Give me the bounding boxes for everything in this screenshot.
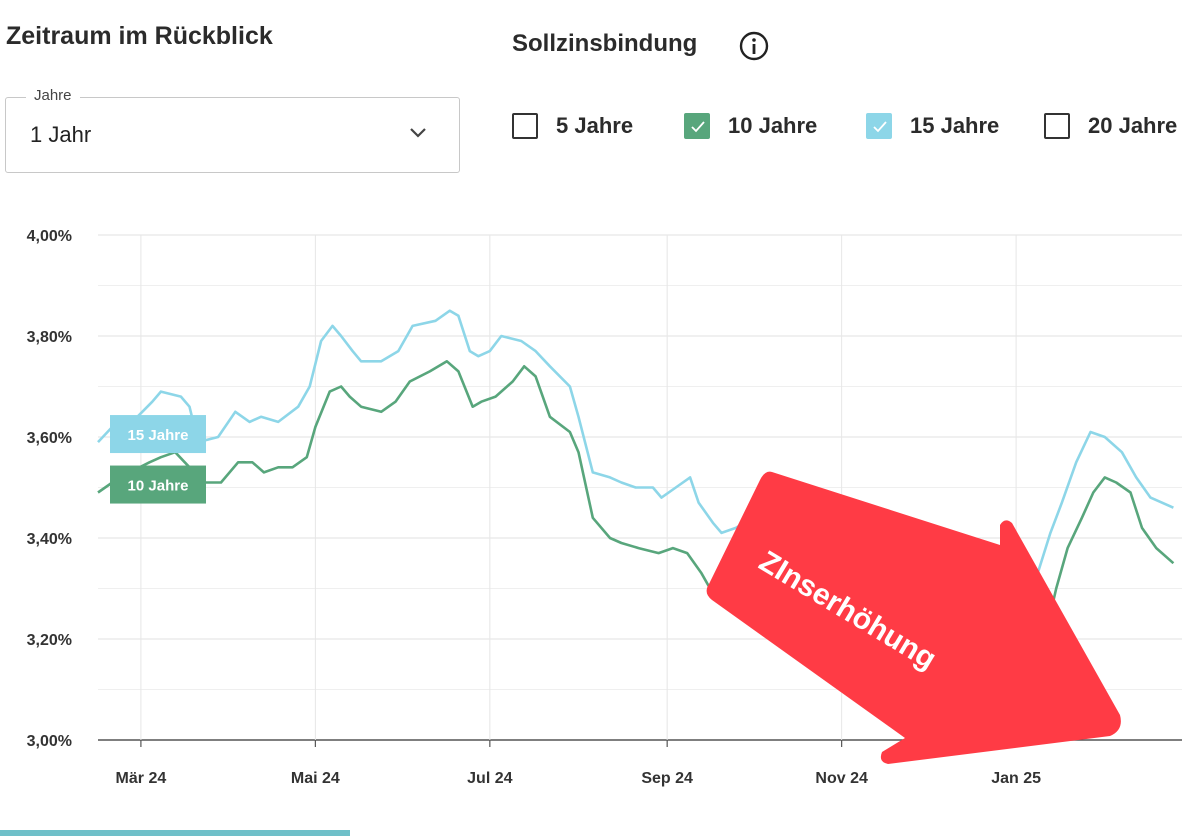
info-icon[interactable] xyxy=(738,30,770,62)
checkbox-label: 15 Jahre xyxy=(910,113,1000,138)
y-tick-label: 3,60% xyxy=(27,430,72,447)
y-tick-label: 3,00% xyxy=(27,733,72,750)
checkbox-box[interactable] xyxy=(512,113,538,139)
x-tick-label: Jan 25 xyxy=(991,770,1041,787)
y-tick-label: 4,00% xyxy=(27,228,72,245)
checkbox-20-jahre[interactable]: 20 Jahre xyxy=(1044,110,1177,142)
series-label: 15 Jahre xyxy=(128,427,189,444)
x-tick-label: Mär 24 xyxy=(116,770,167,787)
chevron-down-icon xyxy=(410,128,426,138)
checkbox-15-jahre[interactable]: 15 Jahre xyxy=(866,110,999,142)
checkbox-label: 20 Jahre xyxy=(1088,113,1178,138)
series-label-box xyxy=(110,415,206,454)
checkbox-box[interactable] xyxy=(1044,113,1070,139)
x-tick-label: Nov 24 xyxy=(815,770,868,787)
series-label: 10 Jahre xyxy=(128,478,189,495)
series-label-box xyxy=(110,465,206,504)
sollzinsbindung-title: Sollzinsbindung xyxy=(512,30,698,57)
x-tick-label: Mai 24 xyxy=(291,770,340,787)
y-tick-label: 3,20% xyxy=(27,632,72,649)
period-select[interactable]: Jahre 1 Jahr xyxy=(5,87,460,173)
checkbox-box[interactable] xyxy=(684,113,710,139)
period-select-value: 1 Jahr xyxy=(30,122,92,147)
interest-rate-chart: 4,00% 3,80% 3,60% 3,40% 3,20% 3,00% Mär 24 Mai … xyxy=(27,228,1182,787)
page-title: Zeitraum im Rückblick xyxy=(6,22,273,50)
y-tick-label: 3,40% xyxy=(27,531,72,548)
checkbox-label: 10 Jahre xyxy=(728,113,818,138)
check-icon xyxy=(691,121,705,133)
red-arrow-annotation xyxy=(706,471,1121,764)
checkbox-5-jahre[interactable]: 5 Jahre xyxy=(512,110,633,142)
checkbox-label: 5 Jahre xyxy=(556,113,634,138)
y-tick-label: 3,80% xyxy=(27,329,72,346)
checkbox-10-jahre[interactable]: 10 Jahre xyxy=(684,110,817,142)
x-tick-label: Jul 24 xyxy=(467,770,512,787)
check-icon xyxy=(873,121,887,133)
checkbox-box[interactable] xyxy=(866,113,892,139)
bottom-accent-bar xyxy=(0,830,350,836)
period-select-label: Jahre xyxy=(26,87,80,104)
x-tick-label: Sep 24 xyxy=(641,770,693,787)
